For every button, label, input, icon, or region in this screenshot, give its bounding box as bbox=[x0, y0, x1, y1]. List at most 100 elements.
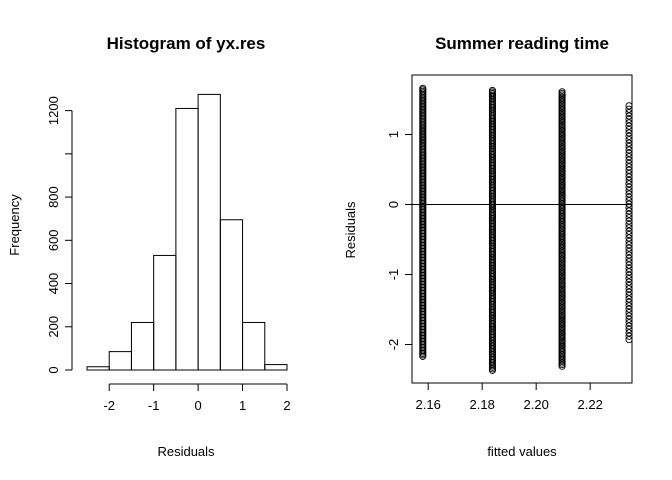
scatter-point bbox=[625, 197, 633, 205]
histogram-x-tick-label: 1 bbox=[239, 398, 246, 413]
histogram-x-tick-label: -2 bbox=[103, 398, 115, 413]
scatter-point bbox=[625, 180, 633, 188]
histogram-bar bbox=[153, 254, 177, 371]
histogram-bar bbox=[86, 366, 110, 371]
scatter-points bbox=[419, 84, 633, 374]
scatter-point bbox=[625, 146, 633, 154]
scatter-point bbox=[625, 281, 633, 289]
scatter-point bbox=[625, 241, 633, 249]
histogram-x-tick-label: -1 bbox=[148, 398, 160, 413]
scatter-point bbox=[625, 292, 633, 300]
scatter-point bbox=[625, 275, 633, 283]
scatter-point bbox=[625, 264, 633, 272]
scatter-y-tick-label: -1 bbox=[386, 269, 401, 281]
scatter-point bbox=[625, 244, 633, 252]
scatter-point bbox=[625, 170, 633, 178]
scatter-point bbox=[625, 142, 633, 151]
scatter-point bbox=[625, 329, 633, 337]
scatter-point bbox=[625, 115, 633, 123]
scatter-point bbox=[488, 86, 496, 94]
scatter-point bbox=[625, 295, 633, 303]
scatter-y-tick-label: 0 bbox=[386, 201, 401, 208]
scatter-point bbox=[625, 193, 633, 201]
histogram-x-axis: -2 -1 0 1 2 bbox=[103, 383, 291, 413]
histogram-bar bbox=[130, 321, 155, 371]
scatter-point bbox=[625, 186, 633, 195]
scatter-x-tick-label: 2.18 bbox=[470, 397, 495, 412]
scatter-point bbox=[625, 227, 633, 235]
scatter-ylabel: Residuals bbox=[343, 201, 358, 259]
scatter-point bbox=[625, 319, 633, 327]
scatter-point bbox=[625, 149, 633, 157]
scatter-point bbox=[625, 288, 633, 296]
histogram-y-tick-label: 400 bbox=[46, 273, 61, 295]
scatter-x-tick-label: 2.20 bbox=[524, 397, 549, 412]
scatter-point bbox=[625, 132, 633, 140]
scatter-point bbox=[625, 210, 633, 218]
scatter-xlabel: fitted values bbox=[487, 444, 557, 459]
histogram-y-tick-label: 200 bbox=[46, 316, 61, 338]
scatter-point bbox=[625, 285, 633, 293]
scatter-x-tick-label: 2.16 bbox=[416, 397, 441, 412]
scatter-point bbox=[625, 254, 633, 262]
histogram-x-tick-label: 2 bbox=[283, 398, 290, 413]
scatter-point bbox=[625, 268, 633, 276]
scatter-plot-box bbox=[411, 74, 633, 384]
scatter-point bbox=[625, 322, 633, 330]
scatter-point bbox=[625, 173, 633, 181]
scatter-point bbox=[625, 247, 633, 256]
scatter-point bbox=[625, 217, 633, 225]
scatter-point bbox=[625, 129, 633, 137]
histogram-ylabel: Frequency bbox=[7, 194, 22, 256]
histogram-y-axis: 0 200 400 600 800 1200 bbox=[46, 96, 73, 374]
scatter-point bbox=[625, 139, 633, 147]
histogram-bar bbox=[175, 107, 199, 371]
scatter-point bbox=[625, 136, 633, 144]
scatter-point bbox=[625, 122, 633, 130]
scatter-point bbox=[625, 224, 633, 232]
scatter-point bbox=[625, 207, 633, 215]
histogram-bar bbox=[219, 219, 244, 371]
histogram-bar bbox=[197, 93, 221, 371]
scatter-point bbox=[625, 278, 633, 286]
scatter-x-tick-label: 2.22 bbox=[578, 397, 603, 412]
scatter-point bbox=[625, 261, 633, 269]
scatter-point bbox=[625, 325, 633, 333]
scatter-point bbox=[625, 119, 633, 127]
scatter-point bbox=[625, 105, 633, 113]
scatter-point bbox=[625, 302, 633, 310]
scatter-point bbox=[625, 190, 633, 198]
scatter-title: Summer reading time bbox=[435, 34, 609, 53]
scatter-point bbox=[625, 308, 633, 317]
scatter-panel: Summer reading time fitted values Residu… bbox=[343, 34, 633, 459]
scatter-point bbox=[625, 237, 633, 245]
histogram-x-tick-label: 0 bbox=[194, 398, 201, 413]
scatter-point bbox=[625, 251, 633, 259]
scatter-point bbox=[625, 153, 633, 161]
histogram-bars bbox=[86, 93, 288, 371]
scatter-point bbox=[625, 176, 633, 184]
scatter-point bbox=[625, 220, 633, 228]
scatter-point bbox=[625, 163, 633, 171]
scatter-point bbox=[625, 315, 633, 323]
histogram-panel: Histogram of yx.res Residuals Frequency … bbox=[7, 34, 291, 459]
histogram-y-tick-label: 1200 bbox=[46, 96, 61, 125]
scatter-point bbox=[625, 102, 633, 110]
histogram-bar bbox=[242, 321, 266, 371]
scatter-point bbox=[625, 231, 633, 239]
histogram-title: Histogram of yx.res bbox=[107, 34, 266, 53]
scatter-point bbox=[625, 336, 633, 344]
histogram-xlabel: Residuals bbox=[157, 444, 215, 459]
scatter-point bbox=[625, 112, 633, 120]
histogram-y-tick-label: 800 bbox=[46, 186, 61, 208]
scatter-point bbox=[625, 312, 633, 320]
scatter-point bbox=[625, 305, 633, 313]
scatter-y-tick-label: 1 bbox=[386, 131, 401, 138]
scatter-point bbox=[625, 234, 633, 242]
scatter-point bbox=[625, 332, 633, 340]
scatter-point bbox=[625, 298, 633, 306]
scatter-point bbox=[625, 109, 633, 117]
scatter-point bbox=[625, 271, 633, 279]
scatter-point bbox=[625, 258, 633, 266]
